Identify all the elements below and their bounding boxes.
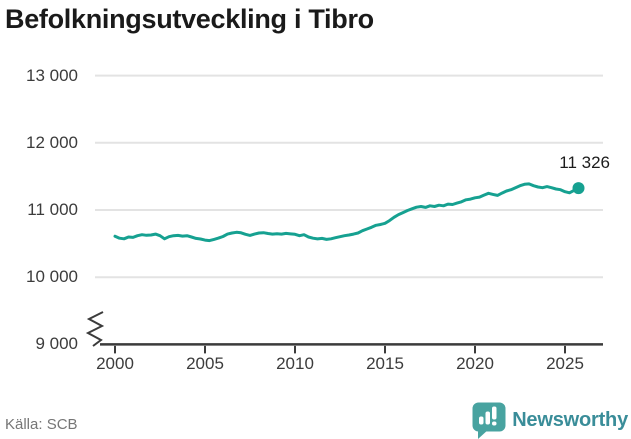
y-tick-label: 11 000 — [27, 200, 78, 219]
y-tick-label: 13 000 — [26, 66, 78, 85]
x-tick-label: 2010 — [276, 354, 314, 373]
x-tick-label: 2025 — [546, 354, 584, 373]
chart-title: Befolkningsutveckling i Tibro — [5, 4, 374, 34]
newsworthy-logo-icon — [472, 402, 506, 439]
end-value-label: 11 326 — [559, 153, 610, 172]
x-tick-label: 2005 — [186, 354, 224, 373]
source-caption: Källa: SCB — [5, 416, 78, 433]
y-tick-label: 9 000 — [35, 334, 78, 353]
newsworthy-wordmark: Newsworthy — [512, 409, 628, 431]
chart-plot-area — [88, 74, 603, 354]
x-tick-label: 2020 — [456, 354, 494, 373]
y-tick-label: 12 000 — [26, 133, 78, 152]
newsworthy-branding: Newsworthy — [472, 402, 628, 439]
y-tick-label: 10 000 — [26, 267, 78, 286]
x-tick-label: 2015 — [366, 354, 404, 373]
x-tick-label: 2000 — [96, 354, 134, 373]
axis-break-icon — [85, 311, 105, 347]
